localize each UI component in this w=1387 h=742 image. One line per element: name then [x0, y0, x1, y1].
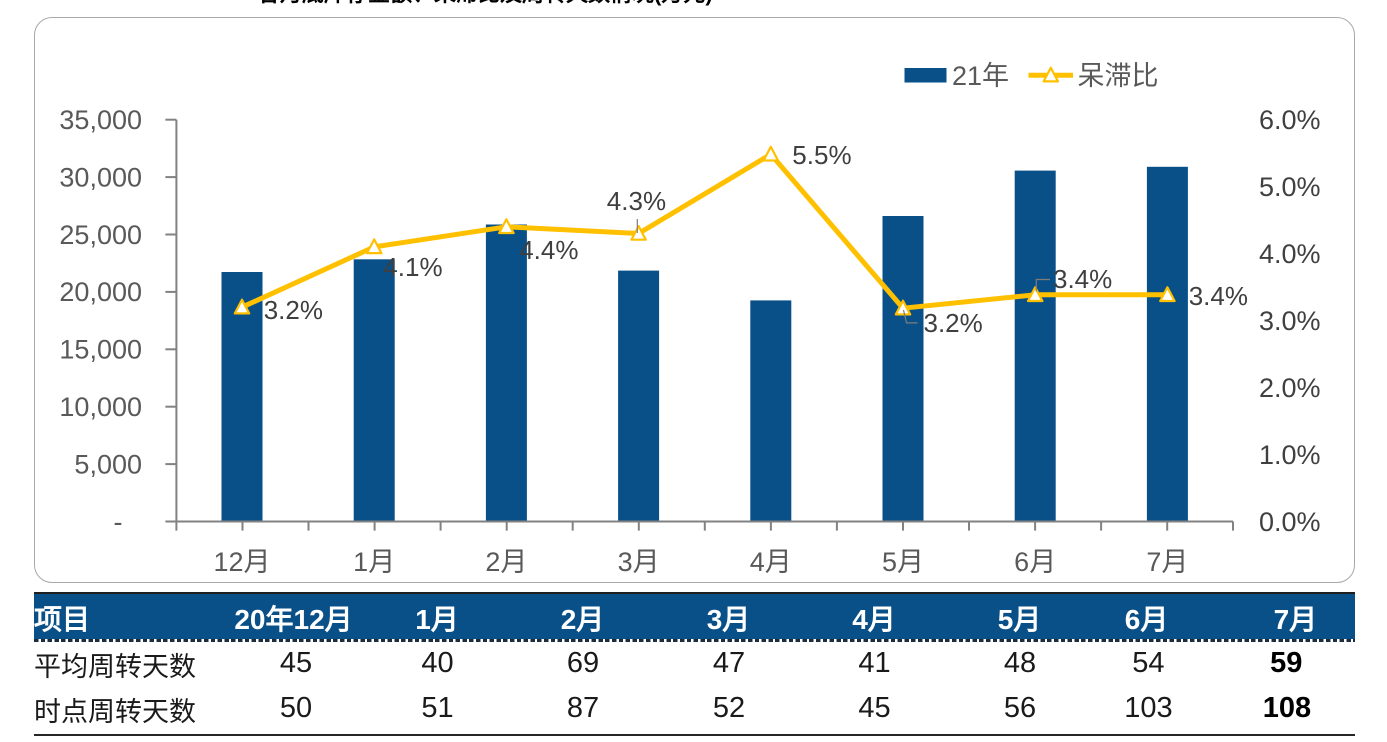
svg-text:10,000: 10,000 [59, 392, 142, 422]
svg-text:0.0%: 0.0% [1259, 507, 1321, 537]
svg-text:呆滞比: 呆滞比 [1078, 61, 1159, 91]
svg-text:20,000: 20,000 [59, 277, 142, 307]
svg-text:4月: 4月 [750, 547, 792, 577]
svg-text:6.0%: 6.0% [1259, 105, 1321, 135]
svg-text:2月: 2月 [485, 547, 527, 577]
svg-text:-: - [114, 507, 123, 537]
svg-text:3.2%: 3.2% [924, 308, 983, 338]
svg-text:1月: 1月 [353, 547, 395, 577]
svg-text:3.0%: 3.0% [1259, 306, 1321, 336]
svg-text:5.0%: 5.0% [1259, 172, 1321, 202]
svg-text:5,000: 5,000 [74, 449, 142, 479]
svg-text:2.0%: 2.0% [1259, 373, 1321, 403]
svg-text:12月: 12月 [213, 547, 270, 577]
svg-text:15,000: 15,000 [59, 335, 142, 365]
svg-text:6月: 6月 [1014, 547, 1056, 577]
svg-text:4.1%: 4.1% [383, 252, 442, 282]
svg-text:4.3%: 4.3% [607, 186, 666, 216]
svg-text:30,000: 30,000 [59, 162, 142, 192]
svg-text:3.4%: 3.4% [1189, 281, 1248, 311]
svg-text:5.5%: 5.5% [792, 140, 851, 170]
svg-text:5月: 5月 [882, 547, 924, 577]
svg-text:3.2%: 3.2% [264, 295, 323, 325]
svg-text:3月: 3月 [618, 547, 660, 577]
svg-text:3.4%: 3.4% [1053, 264, 1112, 294]
svg-text:35,000: 35,000 [59, 105, 142, 135]
svg-text:1.0%: 1.0% [1259, 440, 1321, 470]
svg-text:4.4%: 4.4% [519, 235, 578, 265]
svg-text:7月: 7月 [1146, 547, 1188, 577]
svg-text:21年: 21年 [952, 61, 1009, 91]
svg-text:25,000: 25,000 [59, 220, 142, 250]
svg-text:4.0%: 4.0% [1259, 239, 1321, 269]
